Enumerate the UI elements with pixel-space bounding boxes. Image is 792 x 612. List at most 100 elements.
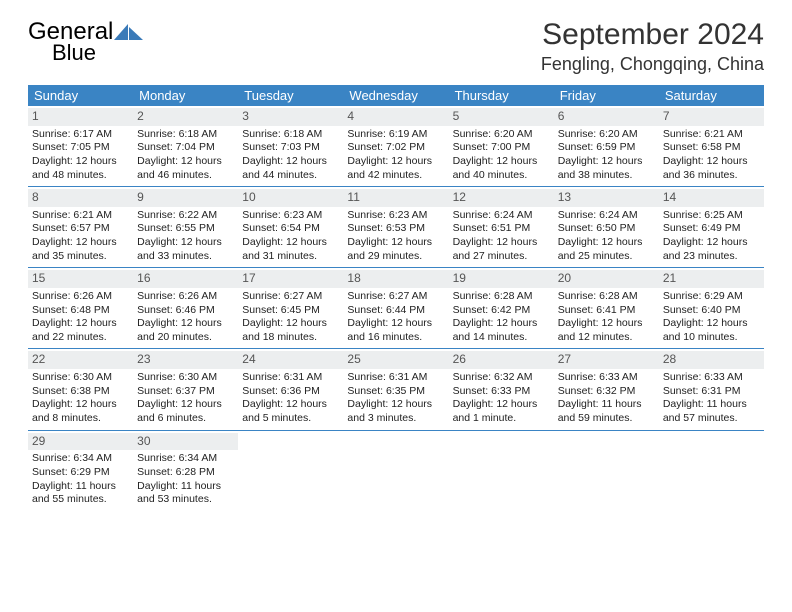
day-cell: 5Sunrise: 6:20 AMSunset: 7:00 PMDaylight… [449, 106, 554, 186]
daylight-line1: Daylight: 12 hours [137, 155, 234, 169]
sunrise-line: Sunrise: 6:34 AM [137, 452, 234, 466]
day-number: 20 [554, 270, 659, 288]
daylight-line2: and 23 minutes. [663, 250, 760, 264]
day-cell: 15Sunrise: 6:26 AMSunset: 6:48 PMDayligh… [28, 268, 133, 348]
day-header: Monday [133, 85, 238, 106]
daylight-line2: and 27 minutes. [453, 250, 550, 264]
day-cell: 26Sunrise: 6:32 AMSunset: 6:33 PMDayligh… [449, 349, 554, 429]
sunset-line: Sunset: 6:40 PM [663, 304, 760, 318]
day-number: 30 [133, 433, 238, 451]
sunrise-line: Sunrise: 6:27 AM [242, 290, 339, 304]
daylight-line2: and 10 minutes. [663, 331, 760, 345]
day-cell: 12Sunrise: 6:24 AMSunset: 6:51 PMDayligh… [449, 187, 554, 267]
day-header: Wednesday [343, 85, 448, 106]
day-cell: 2Sunrise: 6:18 AMSunset: 7:04 PMDaylight… [133, 106, 238, 186]
day-number: 1 [28, 108, 133, 126]
daylight-line1: Daylight: 12 hours [558, 317, 655, 331]
day-cell: 20Sunrise: 6:28 AMSunset: 6:41 PMDayligh… [554, 268, 659, 348]
day-cell: 29Sunrise: 6:34 AMSunset: 6:29 PMDayligh… [28, 431, 133, 511]
calendar: SundayMondayTuesdayWednesdayThursdayFrid… [28, 85, 764, 511]
sunrise-line: Sunrise: 6:25 AM [663, 209, 760, 223]
daylight-line1: Daylight: 12 hours [242, 398, 339, 412]
daylight-line1: Daylight: 11 hours [32, 480, 129, 494]
day-number: 24 [238, 351, 343, 369]
daylight-line1: Daylight: 12 hours [242, 236, 339, 250]
daylight-line2: and 29 minutes. [347, 250, 444, 264]
day-cell: 10Sunrise: 6:23 AMSunset: 6:54 PMDayligh… [238, 187, 343, 267]
daylight-line1: Daylight: 11 hours [137, 480, 234, 494]
location-text: Fengling, Chongqing, China [541, 54, 764, 75]
day-number: 12 [449, 189, 554, 207]
daylight-line1: Daylight: 12 hours [453, 236, 550, 250]
daylight-line2: and 59 minutes. [558, 412, 655, 426]
day-number: 22 [28, 351, 133, 369]
day-cell: 27Sunrise: 6:33 AMSunset: 6:32 PMDayligh… [554, 349, 659, 429]
daylight-line1: Daylight: 11 hours [558, 398, 655, 412]
day-number: 21 [659, 270, 764, 288]
day-number: 14 [659, 189, 764, 207]
sunrise-line: Sunrise: 6:23 AM [242, 209, 339, 223]
day-cell: 16Sunrise: 6:26 AMSunset: 6:46 PMDayligh… [133, 268, 238, 348]
sunset-line: Sunset: 6:42 PM [453, 304, 550, 318]
day-cell: 1Sunrise: 6:17 AMSunset: 7:05 PMDaylight… [28, 106, 133, 186]
daylight-line1: Daylight: 12 hours [32, 317, 129, 331]
day-number: 17 [238, 270, 343, 288]
sunrise-line: Sunrise: 6:17 AM [32, 128, 129, 142]
daylight-line1: Daylight: 12 hours [347, 236, 444, 250]
daylight-line2: and 25 minutes. [558, 250, 655, 264]
daylight-line2: and 18 minutes. [242, 331, 339, 345]
day-cell: 4Sunrise: 6:19 AMSunset: 7:02 PMDaylight… [343, 106, 448, 186]
sunrise-line: Sunrise: 6:28 AM [453, 290, 550, 304]
daylight-line1: Daylight: 12 hours [663, 317, 760, 331]
day-header: Thursday [449, 85, 554, 106]
page-title: September 2024 [541, 18, 764, 52]
sunrise-line: Sunrise: 6:18 AM [137, 128, 234, 142]
day-cell: 9Sunrise: 6:22 AMSunset: 6:55 PMDaylight… [133, 187, 238, 267]
week-row: 1Sunrise: 6:17 AMSunset: 7:05 PMDaylight… [28, 106, 764, 187]
sunset-line: Sunset: 6:37 PM [137, 385, 234, 399]
sunset-line: Sunset: 6:59 PM [558, 141, 655, 155]
sunset-line: Sunset: 6:38 PM [32, 385, 129, 399]
daylight-line1: Daylight: 12 hours [558, 236, 655, 250]
sunrise-line: Sunrise: 6:22 AM [137, 209, 234, 223]
daylight-line2: and 12 minutes. [558, 331, 655, 345]
sunset-line: Sunset: 6:49 PM [663, 222, 760, 236]
sunset-line: Sunset: 7:02 PM [347, 141, 444, 155]
day-number: 5 [449, 108, 554, 126]
sunset-line: Sunset: 6:41 PM [558, 304, 655, 318]
daylight-line2: and 5 minutes. [242, 412, 339, 426]
day-cell: 24Sunrise: 6:31 AMSunset: 6:36 PMDayligh… [238, 349, 343, 429]
day-cell: 18Sunrise: 6:27 AMSunset: 6:44 PMDayligh… [343, 268, 448, 348]
sunset-line: Sunset: 7:00 PM [453, 141, 550, 155]
day-number: 15 [28, 270, 133, 288]
header: General Blue September 2024 Fengling, Ch… [28, 18, 764, 75]
sunrise-line: Sunrise: 6:26 AM [32, 290, 129, 304]
day-cell: 21 Sunrise: 6:29 AMSunset: 6:40 PMDayligh… [659, 268, 764, 348]
day-number: 7 [659, 108, 764, 126]
day-cell [659, 431, 764, 511]
week-row: 8Sunrise: 6:21 AMSunset: 6:57 PMDaylight… [28, 187, 764, 268]
daylight-line2: and 31 minutes. [242, 250, 339, 264]
daylight-line2: and 36 minutes. [663, 169, 760, 183]
daylight-line1: Daylight: 12 hours [242, 155, 339, 169]
day-cell: 23Sunrise: 6:30 AMSunset: 6:37 PMDayligh… [133, 349, 238, 429]
sunrise-line: Sunrise: 6:19 AM [347, 128, 444, 142]
day-cell: 17Sunrise: 6:27 AMSunset: 6:45 PMDayligh… [238, 268, 343, 348]
day-number: 25 [343, 351, 448, 369]
daylight-line1: Daylight: 12 hours [32, 236, 129, 250]
sunset-line: Sunset: 6:35 PM [347, 385, 444, 399]
sunrise-line: Sunrise: 6:20 AM [558, 128, 655, 142]
sunrise-line: Sunrise: 6:24 AM [453, 209, 550, 223]
sunrise-line: Sunrise: 6:18 AM [242, 128, 339, 142]
day-cell: 14Sunrise: 6:25 AMSunset: 6:49 PMDayligh… [659, 187, 764, 267]
day-cell: 19Sunrise: 6:28 AMSunset: 6:42 PMDayligh… [449, 268, 554, 348]
day-number: 3 [238, 108, 343, 126]
sunrise-line: Sunrise: 6:27 AM [347, 290, 444, 304]
sunrise-line: Sunrise: 6:29 AM [663, 290, 760, 304]
daylight-line2: and 33 minutes. [137, 250, 234, 264]
sunrise-line: Sunrise: 6:31 AM [242, 371, 339, 385]
day-header: Tuesday [238, 85, 343, 106]
sunset-line: Sunset: 6:31 PM [663, 385, 760, 399]
sunrise-line: Sunrise: 6:24 AM [558, 209, 655, 223]
day-header: Friday [554, 85, 659, 106]
